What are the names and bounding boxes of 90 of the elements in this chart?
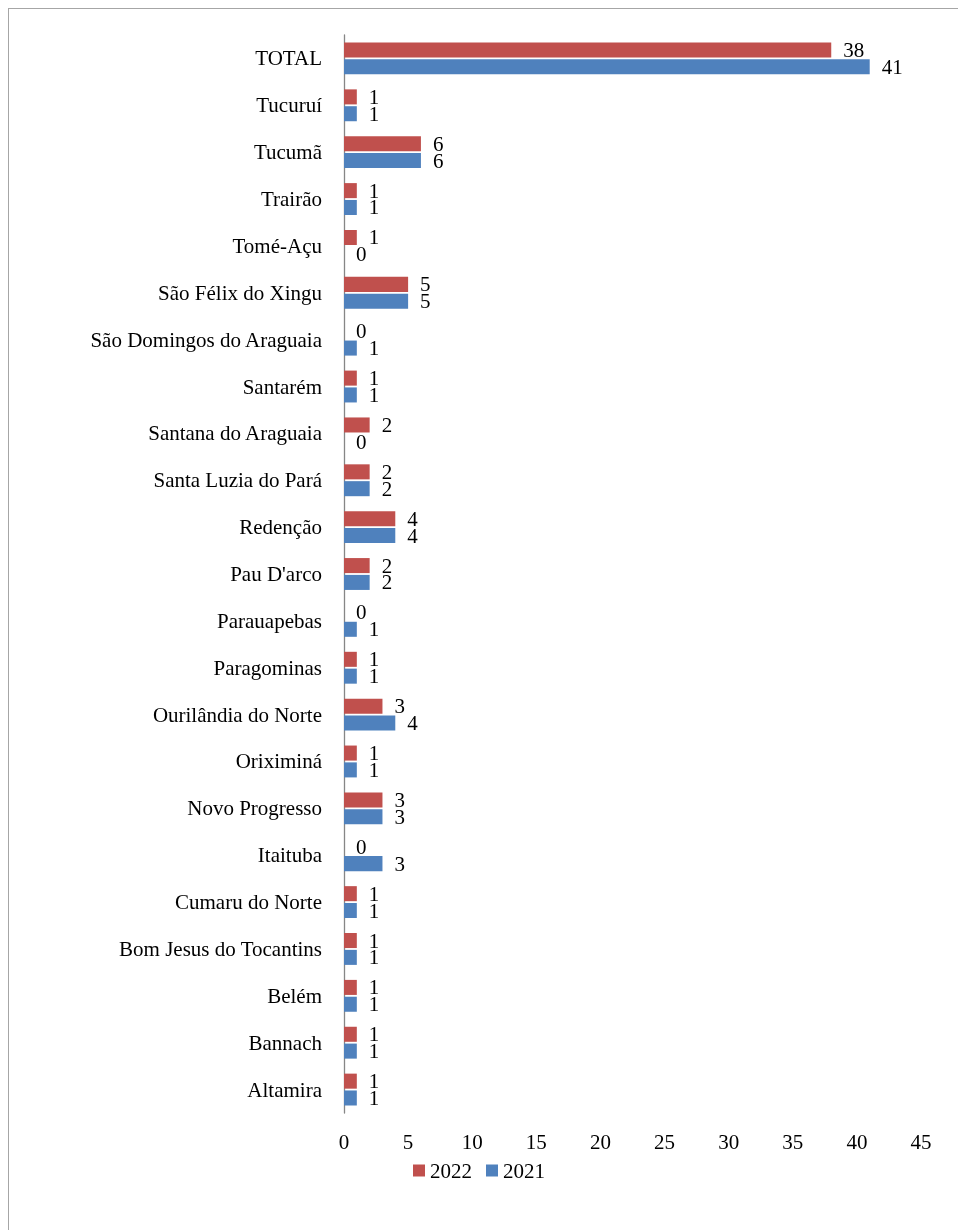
x-tick-label: 5: [402, 1129, 414, 1154]
data-label: 0: [356, 429, 367, 454]
y-tick-label: Tucumã: [253, 140, 323, 165]
bar: [344, 668, 357, 684]
bar: [344, 886, 357, 902]
x-tick-label: 40: [846, 1129, 868, 1154]
bar: [344, 481, 370, 497]
y-tick-label: Redenção: [239, 515, 322, 540]
y-tick-label: Pau D'arco: [230, 562, 322, 586]
bar: [344, 199, 357, 215]
bar: [344, 183, 357, 199]
bar: [344, 698, 383, 714]
bar: [344, 89, 357, 105]
bar: [344, 276, 409, 292]
x-tick-label: 45: [910, 1129, 932, 1154]
bar: [344, 996, 357, 1012]
bar: [344, 106, 357, 122]
data-label: 0: [356, 319, 367, 344]
bar: [344, 1026, 357, 1042]
y-tick-label: Parauapebas: [217, 608, 322, 633]
data-label: 41: [881, 54, 903, 79]
bar: [344, 949, 357, 965]
y-tick-label: São Félix do Xingu: [158, 280, 323, 305]
bar: [344, 511, 396, 527]
x-tick-label: 10: [461, 1129, 483, 1154]
data-label: 0: [356, 242, 367, 267]
bar: [344, 933, 357, 949]
bar: [344, 42, 832, 58]
y-tick-label: Tucuruí: [256, 93, 323, 118]
data-label: 38: [843, 38, 865, 63]
y-tick-label: Cumaru do Norte: [175, 890, 322, 915]
data-label: 0: [356, 834, 367, 859]
bar: [344, 229, 357, 246]
x-tick-label: 35: [782, 1129, 804, 1154]
bar: [344, 370, 357, 386]
bar: [344, 1090, 357, 1106]
y-tick-label: Santana do Araguaia: [148, 421, 323, 446]
bar: [344, 558, 370, 574]
data-label: 4: [407, 711, 419, 736]
data-label: 1: [368, 336, 380, 361]
bar: [344, 621, 357, 637]
bar: [344, 153, 421, 169]
bar: [344, 417, 370, 433]
bar: [344, 528, 396, 544]
x-tick-label: 15: [525, 1129, 547, 1154]
y-tick-label: Belém: [267, 983, 322, 1008]
bar: [344, 464, 370, 480]
bar: [344, 651, 357, 667]
bar: [344, 59, 870, 75]
bar: [344, 762, 357, 778]
y-tick-label: Bannach: [248, 1030, 323, 1055]
bar: [344, 979, 357, 995]
y-tick-label: Oriximiná: [235, 749, 323, 774]
bar: [344, 715, 396, 731]
legend-label: 2022: [430, 1158, 472, 1183]
bar: [344, 745, 357, 761]
data-label: 3: [394, 694, 405, 719]
x-tick-label: 25: [654, 1129, 676, 1154]
legend-label: 2021: [503, 1158, 545, 1183]
y-tick-label: Santarém: [242, 374, 322, 399]
data-label: 1: [368, 225, 380, 250]
bar: [344, 792, 383, 808]
bar: [344, 809, 383, 825]
bar: [344, 293, 409, 309]
bar: [344, 136, 421, 152]
data-label: 0: [356, 600, 367, 625]
data-label: 1: [368, 617, 380, 642]
bar: [344, 340, 357, 356]
bar: [344, 1073, 357, 1089]
y-tick-label: Itaituba: [257, 843, 323, 868]
y-tick-label: São Domingos do Araguaia: [90, 327, 323, 352]
data-label: 3: [394, 851, 405, 876]
bar: [344, 387, 357, 403]
y-tick-label: TOTAL: [255, 46, 322, 71]
data-label: 2: [381, 412, 393, 437]
y-tick-label: Paragominas: [213, 655, 322, 680]
y-tick-label: Bom Jesus do Tocantins: [119, 936, 322, 961]
bar: [344, 1043, 357, 1059]
bar: [344, 902, 357, 919]
bar: [344, 856, 383, 872]
x-tick-label: 20: [589, 1129, 611, 1154]
x-tick-label: 0: [338, 1129, 350, 1154]
y-tick-label: Tomé-Açu: [232, 233, 323, 258]
y-tick-label: Santa Luzia do Pará: [153, 468, 323, 493]
y-tick-label: Novo Progresso: [187, 796, 322, 821]
y-tick-label: Altamira: [247, 1077, 323, 1102]
x-tick-label: 30: [718, 1129, 740, 1154]
y-tick-label: Trairão: [260, 187, 322, 212]
bar: [344, 574, 370, 590]
y-tick-label: Ourilândia do Norte: [152, 702, 322, 727]
